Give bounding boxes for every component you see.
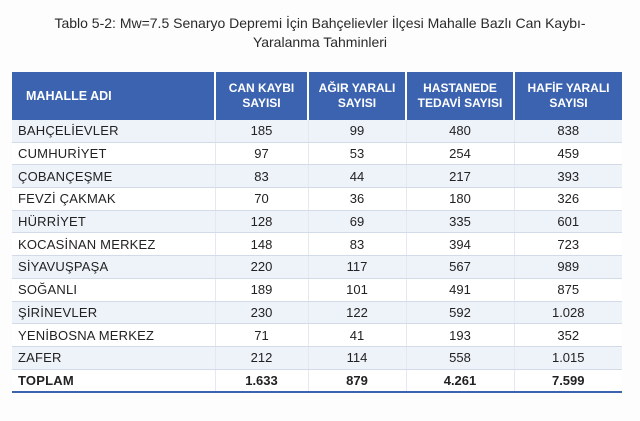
header-mahalle-adi-label: MAHALLE ADI	[26, 88, 112, 103]
header-mahalle-adi: MAHALLE ADI	[12, 72, 216, 120]
cell-mahalle-adi: ÇOBANÇEŞME	[12, 164, 216, 189]
header-hafif-yarali-line1: HAFİF YARALI	[527, 81, 610, 95]
table-body: BAHÇELİEVLER 185 99 480 838 CUMHURİYET 9…	[12, 120, 622, 394]
cell-mahalle-adi: FEVZİ ÇAKMAK	[12, 187, 216, 211]
cell-toplam-can-kaybi: 1.633	[215, 369, 309, 394]
header-can-kaybi-line2: SAYISI	[242, 96, 281, 110]
header-hastanede-tedavi: HASTANEDE TEDAVİ SAYISI	[406, 72, 515, 120]
cell-mahalle-adi: CUMHURİYET	[12, 142, 216, 166]
cell-hafif-yarali: 1.015	[514, 346, 622, 370]
cell-can-kaybi: 230	[215, 301, 309, 325]
table-row: SOĞANLI 189 101 491 875	[12, 278, 622, 302]
cell-can-kaybi: 70	[215, 187, 309, 211]
cell-hafif-yarali: 326	[514, 187, 622, 211]
table-row: ÇOBANÇEŞME 83 44 217 393	[12, 164, 622, 189]
table-row: SİYAVUŞPAŞA 220 117 567 989	[12, 255, 622, 279]
cell-hastanede-tedavi: 480	[406, 120, 515, 143]
cell-hastanede-tedavi: 193	[406, 323, 515, 347]
cell-toplam-hastanede-tedavi: 4.261	[406, 369, 515, 394]
header-hafif-yarali-line2: SAYISI	[549, 96, 588, 110]
cell-toplam-agir-yarali: 879	[308, 369, 407, 394]
cell-agir-yarali: 99	[308, 120, 407, 143]
cell-hafif-yarali: 723	[514, 232, 622, 257]
cell-hafif-yarali: 393	[514, 164, 622, 189]
cell-mahalle-adi: YENİBOSNA MERKEZ	[12, 323, 216, 347]
cell-hastanede-tedavi: 394	[406, 232, 515, 257]
cell-can-kaybi: 97	[215, 142, 309, 166]
cell-mahalle-adi: BAHÇELİEVLER	[12, 120, 216, 143]
cell-hafif-yarali: 459	[514, 142, 622, 166]
cell-agir-yarali: 41	[308, 323, 407, 347]
cell-hafif-yarali: 875	[514, 278, 622, 302]
table-row: KOCASİNAN MERKEZ 148 83 394 723	[12, 232, 622, 257]
cell-hastanede-tedavi: 491	[406, 278, 515, 302]
caption-line-2: Yaralanma Tahminleri	[252, 34, 388, 50]
cell-agir-yarali: 101	[308, 278, 407, 302]
table-row: HÜRRİYET 128 69 335 601	[12, 210, 622, 234]
header-hastanede-tedavi-line2: TEDAVİ SAYISI	[417, 96, 503, 110]
cell-agir-yarali: 117	[308, 255, 407, 279]
cell-mahalle-adi: SOĞANLI	[12, 278, 216, 302]
cell-hafif-yarali: 601	[514, 210, 622, 234]
cell-hastanede-tedavi: 180	[406, 187, 515, 211]
table-row: CUMHURİYET 97 53 254 459	[12, 142, 622, 166]
cell-can-kaybi: 212	[215, 346, 309, 370]
cell-agir-yarali: 114	[308, 346, 407, 370]
table-row: BAHÇELİEVLER 185 99 480 838	[12, 120, 622, 143]
cell-can-kaybi: 148	[215, 232, 309, 257]
cell-can-kaybi: 220	[215, 255, 309, 279]
header-hastanede-tedavi-line1: HASTANEDE	[423, 81, 497, 95]
header-hafif-yarali: HAFİF YARALI SAYISI	[514, 72, 622, 120]
cell-can-kaybi: 189	[215, 278, 309, 302]
cell-hastanede-tedavi: 558	[406, 346, 515, 370]
cell-mahalle-adi: SİYAVUŞPAŞA	[12, 255, 216, 279]
cell-can-kaybi: 128	[215, 210, 309, 234]
table-row: FEVZİ ÇAKMAK 70 36 180 326	[12, 187, 622, 211]
cell-hastanede-tedavi: 592	[406, 301, 515, 325]
cell-hastanede-tedavi: 254	[406, 142, 515, 166]
cell-can-kaybi: 71	[215, 323, 309, 347]
cell-hafif-yarali: 352	[514, 323, 622, 347]
header-can-kaybi: CAN KAYBI SAYISI	[215, 72, 309, 120]
cell-agir-yarali: 44	[308, 164, 407, 189]
cell-mahalle-adi: HÜRRİYET	[12, 210, 216, 234]
cell-mahalle-adi: KOCASİNAN MERKEZ	[12, 232, 216, 257]
cell-agir-yarali: 36	[308, 187, 407, 211]
cell-can-kaybi: 185	[215, 120, 309, 143]
cell-toplam-hafif-yarali: 7.599	[514, 369, 622, 394]
header-row: MAHALLE ADI CAN KAYBI SAYISI AĞIR YARALI…	[12, 72, 622, 120]
table-row: ŞİRİNEVLER 230 122 592 1.028	[12, 301, 622, 325]
cell-hafif-yarali: 838	[514, 120, 622, 143]
casualty-table: MAHALLE ADI CAN KAYBI SAYISI AĞIR YARALI…	[12, 72, 622, 394]
total-row: TOPLAM 1.633 879 4.261 7.599	[12, 369, 622, 394]
cell-agir-yarali: 83	[308, 232, 407, 257]
table-caption: Tablo 5-2: Mw=7.5 Senaryo Depremi İçin B…	[0, 14, 640, 52]
cell-can-kaybi: 83	[215, 164, 309, 189]
caption-line-1: Tablo 5-2: Mw=7.5 Senaryo Depremi İçin B…	[54, 15, 586, 31]
cell-agir-yarali: 122	[308, 301, 407, 325]
cell-mahalle-adi: ZAFER	[12, 346, 216, 370]
header-can-kaybi-line1: CAN KAYBI	[228, 81, 295, 95]
table-header: MAHALLE ADI CAN KAYBI SAYISI AĞIR YARALI…	[12, 72, 622, 120]
header-agir-yarali-line1: AĞIR YARALI	[318, 81, 396, 95]
header-agir-yarali-line2: SAYISI	[337, 96, 377, 110]
cell-hafif-yarali: 989	[514, 255, 622, 279]
cell-agir-yarali: 69	[308, 210, 407, 234]
cell-agir-yarali: 53	[308, 142, 407, 166]
cell-toplam-label: TOPLAM	[12, 369, 216, 394]
cell-hastanede-tedavi: 567	[406, 255, 515, 279]
cell-hastanede-tedavi: 335	[406, 210, 515, 234]
cell-hastanede-tedavi: 217	[406, 164, 515, 189]
cell-mahalle-adi: ŞİRİNEVLER	[12, 301, 216, 325]
table-row: ZAFER 212 114 558 1.015	[12, 346, 622, 370]
cell-hafif-yarali: 1.028	[514, 301, 622, 325]
table-row: YENİBOSNA MERKEZ 71 41 193 352	[12, 323, 622, 347]
header-agir-yarali: AĞIR YARALI SAYISI	[308, 72, 407, 120]
